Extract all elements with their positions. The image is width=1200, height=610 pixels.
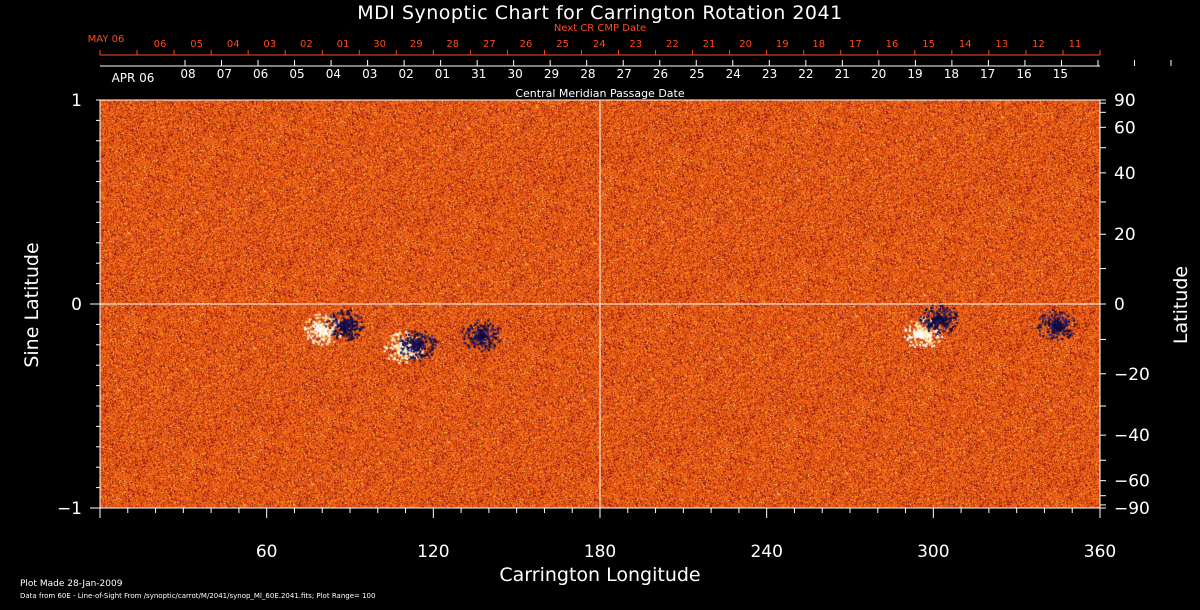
cm-first-date: APR 06 [112, 71, 155, 85]
active-region-negative [937, 317, 940, 320]
cm-date: 03 [362, 67, 377, 81]
x-axis-label: Carrington Longitude [499, 564, 701, 586]
active-region-positive [401, 345, 404, 348]
next-cmp-date: 12 [1032, 39, 1045, 50]
next-cmp-date: 06 [154, 39, 167, 50]
next-cmp-date: 27 [483, 39, 496, 50]
next-cmp-date: 25 [556, 39, 569, 50]
active-region-negative [343, 323, 346, 326]
active-region-negative [479, 333, 482, 336]
next-cmp-date: 26 [520, 39, 533, 50]
next-cmp-date: 29 [410, 39, 423, 50]
y-tick-label-right: 90 [1114, 91, 1136, 111]
x-tick-label: 180 [584, 542, 616, 562]
active-region-positive [921, 331, 924, 334]
cm-date: 26 [653, 67, 668, 81]
central-meridian-label: Central Meridian Passage Date [515, 87, 685, 100]
plot-made-date: Plot Made 28-Jan-2009 [20, 579, 123, 589]
x-tick-label: 360 [1084, 542, 1116, 562]
next-cr-cmp-label: Next CR CMP Date [553, 23, 647, 34]
next-cmp-date: 30 [373, 39, 386, 50]
cm-date: 22 [798, 67, 813, 81]
next-cmp-date: 03 [263, 39, 276, 50]
next-cmp-date: 02 [300, 39, 313, 50]
cm-date: 05 [289, 67, 304, 81]
next-cmp-date: 20 [739, 39, 752, 50]
next-cmp-date: 13 [995, 39, 1008, 50]
next-cmp-date: 11 [1069, 39, 1082, 50]
cm-date: 04 [326, 67, 341, 81]
cm-date: 21 [835, 67, 850, 81]
y-tick-label-right: 40 [1114, 164, 1136, 184]
cm-date: 23 [762, 67, 777, 81]
x-tick-label: 120 [417, 542, 449, 562]
y-tick-label-left: 1 [71, 91, 82, 111]
active-region-negative [1054, 323, 1057, 326]
x-tick-label: 300 [917, 542, 949, 562]
next-cmp-date: 28 [446, 39, 459, 50]
cm-date: 31 [471, 67, 486, 81]
cm-date: 01 [435, 67, 450, 81]
y-axis-label-left: Sine Latitude [21, 242, 43, 368]
next-cmp-date: 16 [886, 39, 899, 50]
next-cmp-date: 23 [629, 39, 642, 50]
next-cmp-date: 14 [959, 39, 972, 50]
y-tick-label-right: −20 [1114, 365, 1150, 385]
x-tick-label: 60 [256, 542, 278, 562]
cm-date: 06 [253, 67, 268, 81]
cm-date: 19 [907, 67, 922, 81]
y-tick-label-left: −1 [57, 499, 82, 519]
x-tick-label: 240 [750, 542, 782, 562]
y-tick-label-right: 60 [1114, 118, 1136, 138]
y-tick-label-right: 0 [1114, 295, 1125, 315]
next-cmp-date: 24 [593, 39, 606, 50]
cm-date: 24 [726, 67, 741, 81]
y-tick-label-right: −90 [1114, 499, 1150, 519]
next-cmp-date: 22 [666, 39, 679, 50]
cm-date: 16 [1016, 67, 1031, 81]
active-region-positive [321, 327, 324, 330]
cm-date: 18 [944, 67, 959, 81]
next-cmp-date: 18 [812, 39, 825, 50]
y-tick-label-right: −60 [1114, 472, 1150, 492]
active-region-negative [415, 343, 418, 346]
next-cmp-date: 15 [922, 39, 935, 50]
cm-date: 30 [508, 67, 523, 81]
y-tick-label-left: 0 [71, 295, 82, 315]
cm-date: 02 [398, 67, 413, 81]
cm-date: 28 [580, 67, 595, 81]
cm-date: 08 [180, 67, 195, 81]
cm-date: 07 [217, 67, 232, 81]
y-tick-label-right: −40 [1114, 426, 1150, 446]
cm-date: 29 [544, 67, 559, 81]
y-tick-label-right: 20 [1114, 225, 1136, 245]
data-source-note: Data from 60E - Line-of-Sight From /syno… [20, 592, 376, 600]
cm-date: 17 [980, 67, 995, 81]
next-cmp-date: 04 [227, 39, 240, 50]
cm-date: 25 [689, 67, 704, 81]
y-axis-label-right: Latitude [1170, 265, 1192, 345]
cm-date: 27 [617, 67, 632, 81]
next-cmp-date: 17 [849, 39, 862, 50]
next-cmp-first-date: MAY 06 [88, 34, 125, 45]
cm-date: 15 [1053, 67, 1068, 81]
cm-date: 20 [871, 67, 886, 81]
chart-title: MDI Synoptic Chart for Carrington Rotati… [357, 2, 843, 24]
next-cmp-date: 19 [776, 39, 789, 50]
next-cmp-date: 21 [703, 39, 716, 50]
next-cmp-date: 05 [190, 39, 203, 50]
next-cmp-date: 01 [337, 39, 350, 50]
